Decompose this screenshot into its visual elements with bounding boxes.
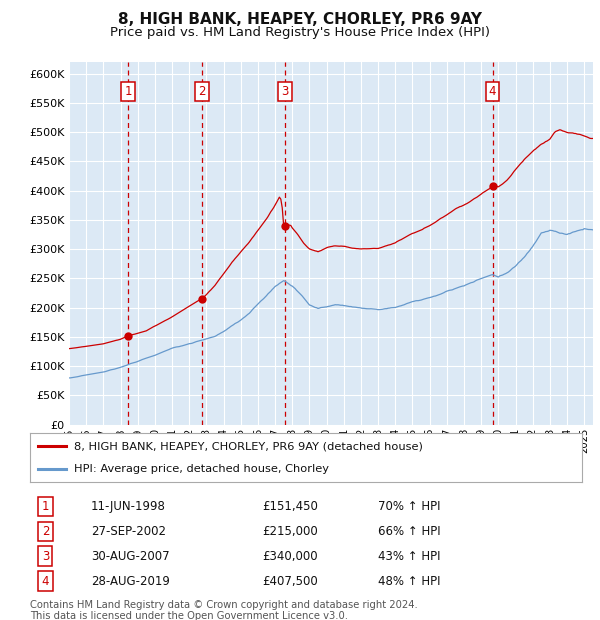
Text: 8, HIGH BANK, HEAPEY, CHORLEY, PR6 9AY (detached house): 8, HIGH BANK, HEAPEY, CHORLEY, PR6 9AY (… (74, 441, 423, 451)
Text: 66% ↑ HPI: 66% ↑ HPI (378, 525, 440, 538)
Text: 48% ↑ HPI: 48% ↑ HPI (378, 575, 440, 588)
Text: 3: 3 (42, 550, 49, 563)
Text: 4: 4 (42, 575, 49, 588)
Text: Contains HM Land Registry data © Crown copyright and database right 2024.
This d: Contains HM Land Registry data © Crown c… (30, 600, 418, 620)
Text: 70% ↑ HPI: 70% ↑ HPI (378, 500, 440, 513)
Text: 28-AUG-2019: 28-AUG-2019 (91, 575, 170, 588)
Text: £340,000: £340,000 (262, 550, 317, 563)
Text: 27-SEP-2002: 27-SEP-2002 (91, 525, 166, 538)
Text: 43% ↑ HPI: 43% ↑ HPI (378, 550, 440, 563)
Text: £215,000: £215,000 (262, 525, 317, 538)
Text: 8, HIGH BANK, HEAPEY, CHORLEY, PR6 9AY: 8, HIGH BANK, HEAPEY, CHORLEY, PR6 9AY (118, 12, 482, 27)
Text: 11-JUN-1998: 11-JUN-1998 (91, 500, 166, 513)
Text: £151,450: £151,450 (262, 500, 318, 513)
Text: 3: 3 (281, 85, 289, 98)
Text: 4: 4 (489, 85, 496, 98)
Text: 2: 2 (198, 85, 206, 98)
Text: 2: 2 (42, 525, 49, 538)
Text: HPI: Average price, detached house, Chorley: HPI: Average price, detached house, Chor… (74, 464, 329, 474)
Text: Price paid vs. HM Land Registry's House Price Index (HPI): Price paid vs. HM Land Registry's House … (110, 26, 490, 39)
Text: 30-AUG-2007: 30-AUG-2007 (91, 550, 169, 563)
Text: £407,500: £407,500 (262, 575, 317, 588)
Text: 1: 1 (42, 500, 49, 513)
Text: 1: 1 (124, 85, 132, 98)
